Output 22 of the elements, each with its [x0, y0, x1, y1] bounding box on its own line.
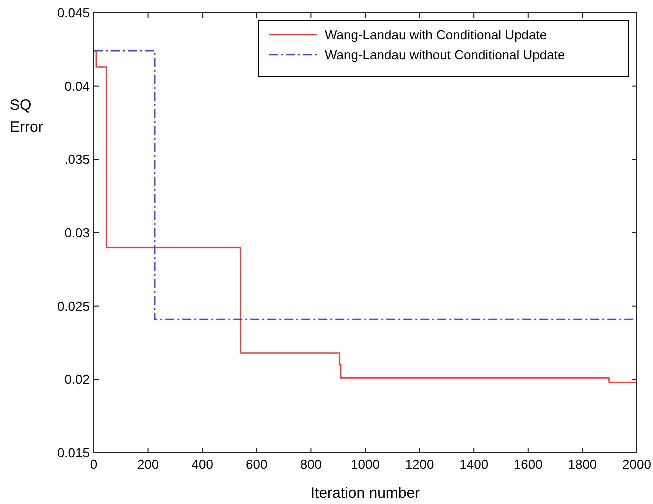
y-tick-label: 0.025: [57, 298, 90, 314]
y-axis-title: SQ Error: [10, 97, 44, 136]
x-tick-label: 200: [137, 457, 160, 472]
x-tick-label: 0: [90, 457, 98, 472]
x-tick-label: 800: [300, 457, 322, 472]
x-tick-label: 1000: [351, 457, 380, 472]
x-axis-title: Iteration number: [310, 485, 420, 502]
x-tick-label: 1200: [405, 457, 434, 472]
x-tick-label: 2000: [622, 457, 652, 472]
x-tick-label: 400: [192, 457, 214, 472]
y-tick-label: 0.03: [64, 226, 90, 241]
y-tick-label: .035: [64, 152, 90, 168]
x-tick-label: 1600: [514, 457, 543, 472]
y-tick-label: 0.015: [57, 446, 90, 461]
x-tick-label: 1800: [568, 457, 598, 472]
y-tick-label: 0.02: [64, 372, 90, 388]
x-tick-label: 1400: [460, 457, 489, 472]
y-tick-label: 0.045: [57, 6, 90, 21]
y-tick-label: 0.04: [64, 78, 90, 94]
x-tick-label: 600: [246, 457, 268, 472]
legend-label: Wang-Landau without Conditional Update: [325, 48, 566, 63]
legend-label: Wang-Landau with Conditional Update: [325, 28, 548, 43]
